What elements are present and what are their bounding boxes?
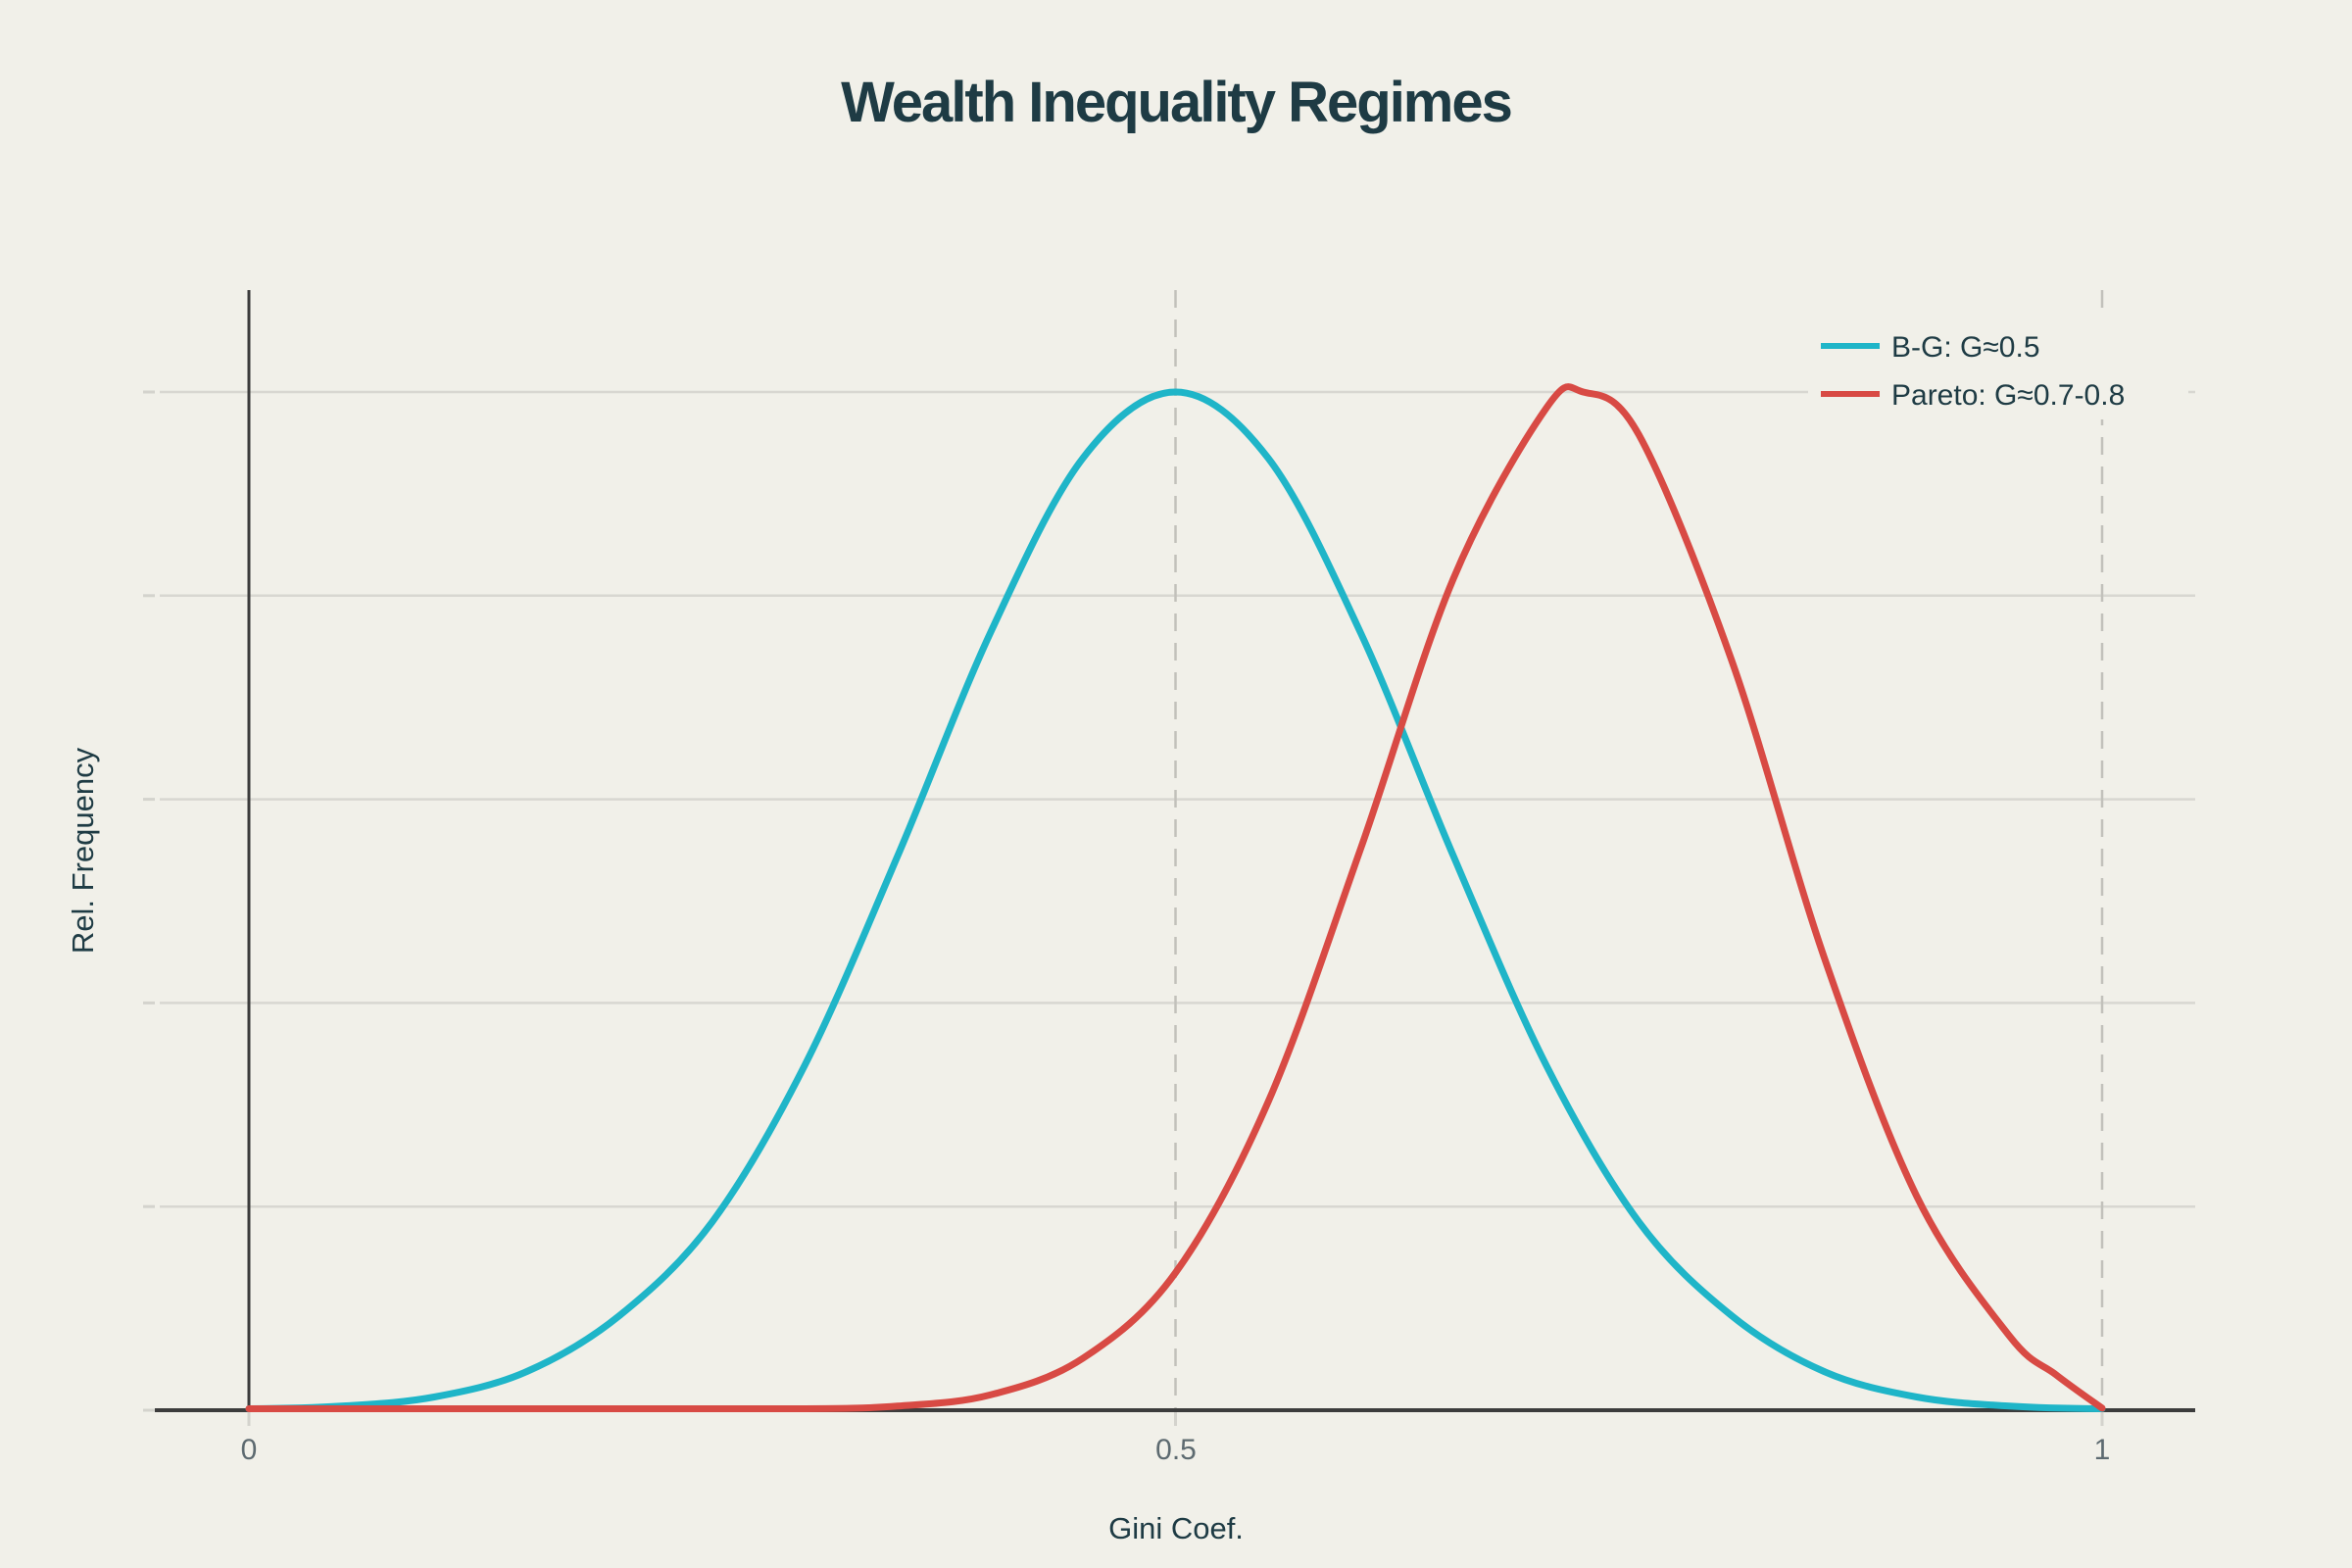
x-tick-label-1: 1 bbox=[2094, 1434, 2111, 1466]
x-dashed-gridlines bbox=[1174, 290, 2104, 1408]
legend-label-pareto: Pareto: G≈0.7-0.8 bbox=[1891, 379, 2125, 412]
x-tick-label-05: 0.5 bbox=[1155, 1434, 1197, 1466]
legend: B-G: G≈0.5 Pareto: G≈0.7-0.8 bbox=[1808, 319, 2188, 419]
series-curve-bg bbox=[245, 388, 2106, 1412]
series-curve-pareto bbox=[245, 383, 2106, 1413]
axis-tick-marks bbox=[247, 1412, 2104, 1426]
legend-label-bg: B-G: G≈0.5 bbox=[1891, 331, 2040, 364]
legend-background bbox=[1808, 319, 2188, 419]
legend-item-bg[interactable]: B-G: G≈0.5 bbox=[1821, 331, 2040, 364]
legend-item-pareto[interactable]: Pareto: G≈0.7-0.8 bbox=[1821, 379, 2125, 412]
y-axis-title: Rel. Frequency bbox=[66, 747, 100, 954]
chart-title: Wealth Inequality Regimes bbox=[841, 71, 1511, 134]
x-tick-label-0: 0 bbox=[241, 1434, 258, 1466]
x-axis-title: Gini Coef. bbox=[1108, 1511, 1244, 1545]
